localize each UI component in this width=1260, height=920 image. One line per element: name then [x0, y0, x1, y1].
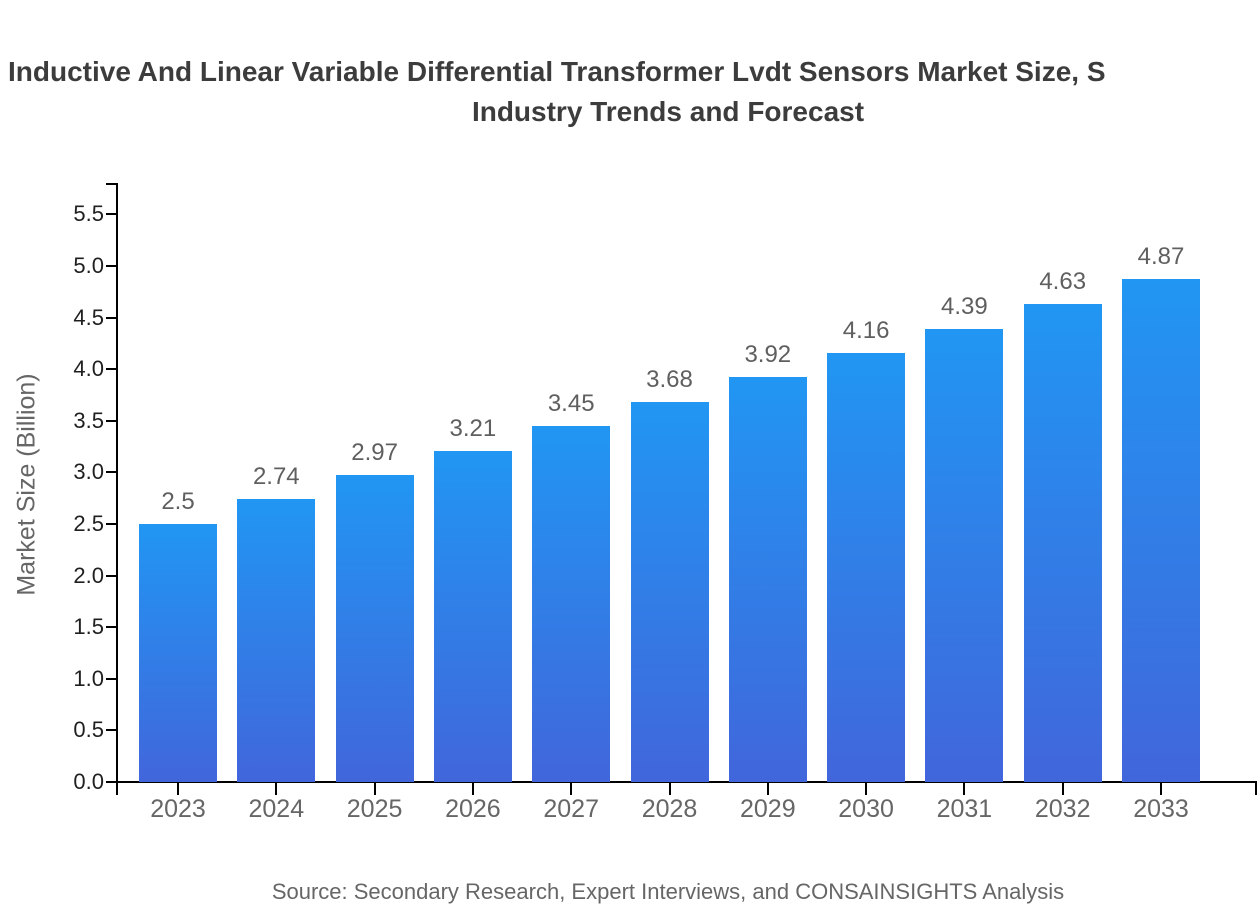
bar-2023 [139, 524, 217, 782]
bar-2033 [1122, 279, 1200, 782]
source-caption: Source: Secondary Research, Expert Inter… [271, 879, 1065, 904]
bar-2029 [728, 377, 807, 782]
y-axis-tick [106, 368, 116, 371]
x-axis-tick-label: 2033 [1133, 795, 1189, 823]
y-axis-tick [106, 265, 116, 267]
bar-2025 [335, 475, 414, 782]
x-axis-tick-label: 2030 [838, 795, 894, 823]
bar-2030 [827, 352, 906, 782]
y-axis-tick-label: 1.5 [73, 614, 104, 640]
x-axis-tick-label: 2023 [150, 795, 206, 823]
y-axis-tick-label: 2.5 [73, 511, 104, 536]
bar-value-label: 3.21 [449, 414, 497, 442]
x-axis-tick [865, 783, 868, 795]
x-axis-tick [570, 783, 573, 795]
x-axis-tick [177, 783, 179, 795]
bar-value-label: 4.87 [1137, 243, 1185, 271]
x-axis-tick-label: 2027 [543, 795, 599, 823]
x-axis-tick-label: 2028 [641, 795, 698, 823]
x-axis-end-cap [1255, 783, 1257, 795]
chart-title-line1: Inductive And Linear Variable Differenti… [8, 56, 1106, 87]
y-axis-tick [106, 626, 116, 629]
y-axis-end-cap [106, 183, 116, 185]
x-axis-tick [373, 783, 376, 795]
bar-2027 [532, 425, 611, 782]
y-axis-title: Market Size (Billion) [12, 373, 41, 596]
y-axis-tick [106, 213, 116, 216]
x-axis-tick [1160, 783, 1162, 795]
y-axis-tick [106, 419, 116, 422]
y-axis-tick-label: 1.0 [73, 665, 104, 691]
y-axis-tick-label: 5.5 [73, 201, 104, 227]
bar-value-label: 4.63 [1039, 268, 1087, 296]
y-axis-tick-label: 4.5 [73, 304, 104, 330]
y-axis-tick [106, 471, 116, 474]
y-axis-tick-label: 4.0 [73, 356, 104, 382]
x-axis-tick [766, 783, 769, 795]
bar-2028 [630, 402, 709, 782]
bar-value-label: 3.68 [646, 366, 693, 394]
bar-2024 [237, 499, 316, 782]
y-axis-tick [106, 729, 116, 732]
y-axis-tick-label: 0.5 [73, 717, 104, 743]
x-axis-line [116, 781, 1257, 783]
x-axis-tick [471, 783, 474, 795]
x-axis-tick-label: 2029 [739, 795, 796, 823]
bar-2032 [1023, 304, 1102, 782]
y-axis-tick [106, 574, 116, 577]
y-axis-tick-label: 3.0 [73, 459, 104, 485]
bar-value-label: 4.16 [842, 316, 890, 344]
x-axis-tick-label: 2025 [346, 795, 403, 823]
x-axis-tick [1061, 783, 1064, 795]
x-axis-tick-label: 2031 [936, 795, 993, 823]
x-axis-tick [963, 783, 966, 795]
x-axis-tick-label: 2024 [248, 795, 305, 823]
bar-value-label: 2.74 [252, 463, 300, 491]
y-axis-tick-label: 2.0 [73, 562, 104, 588]
bar-2026 [433, 450, 512, 782]
bar-2031 [925, 328, 1004, 782]
x-axis-corner-tick [116, 783, 118, 795]
y-axis-tick-label: 3.5 [73, 407, 104, 433]
x-axis-tick [668, 783, 671, 795]
bar-value-label: 3.45 [547, 389, 595, 417]
bar-value-label: 2.5 [161, 488, 195, 515]
chart-title-line2: Industry Trends and Forecast [471, 96, 865, 127]
bar-value-label: 2.97 [351, 439, 398, 467]
y-axis-tick-label: 0.0 [73, 769, 104, 794]
y-axis-tick [106, 316, 116, 319]
y-axis-tick [106, 781, 116, 783]
chart-title: Inductive And Linear Variable Differenti… [0, 0, 1260, 132]
y-axis-line [116, 183, 118, 784]
x-axis-tick-label: 2026 [445, 795, 501, 823]
y-axis-tick [106, 523, 116, 525]
y-axis-tick [106, 677, 116, 680]
x-axis-tick-label: 2032 [1034, 795, 1091, 823]
bar-value-label: 4.39 [941, 292, 988, 320]
x-axis-tick [275, 783, 278, 795]
y-axis-tick-label: 5.0 [73, 253, 104, 278]
bar-value-label: 3.92 [744, 341, 792, 369]
